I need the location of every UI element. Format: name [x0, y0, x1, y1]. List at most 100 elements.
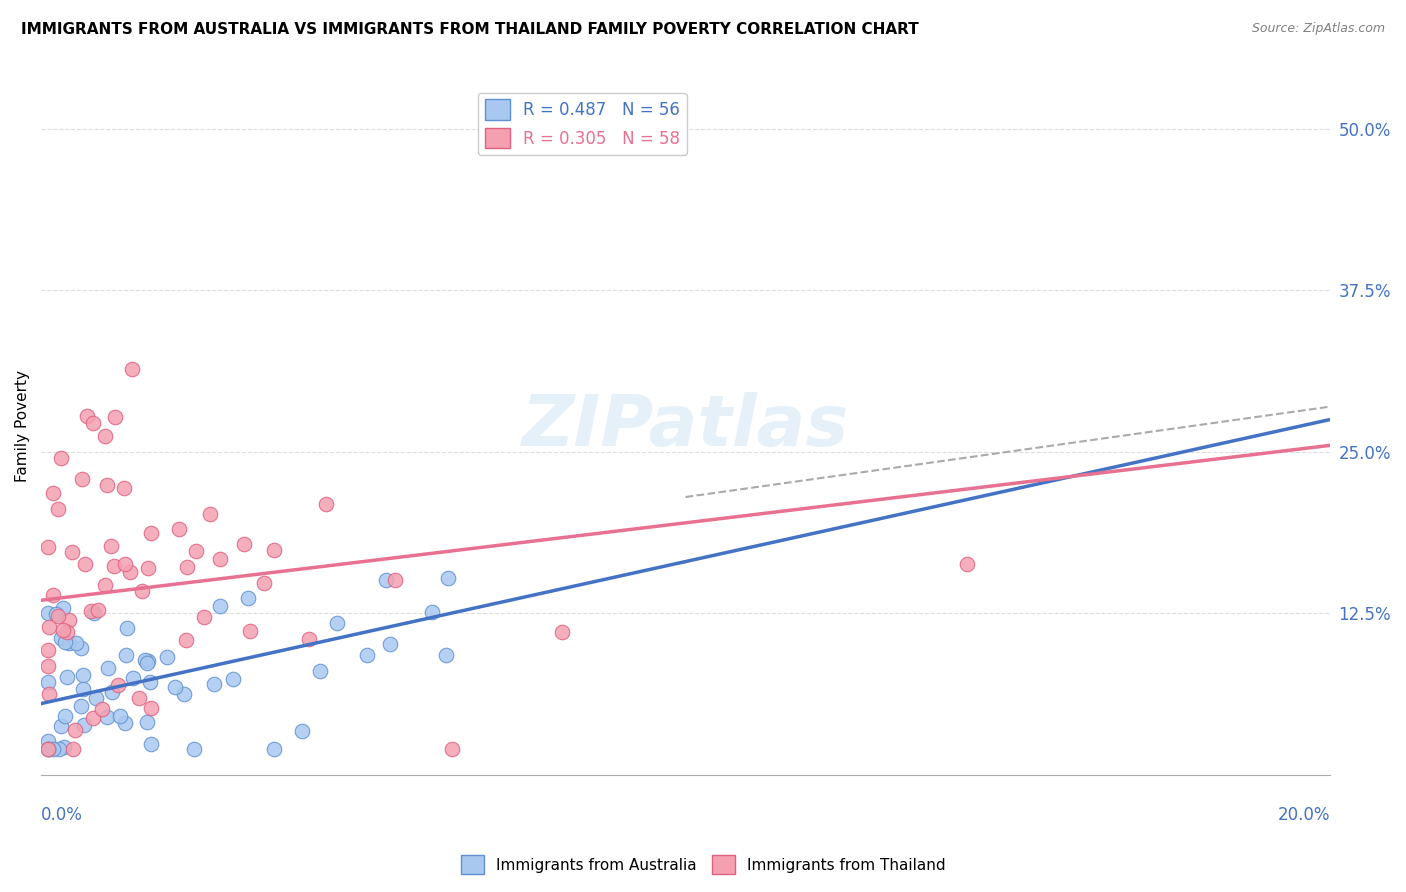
Point	[156, 649, 179, 664]
Point	[186, 544, 208, 558]
Point	[384, 573, 406, 587]
Point	[37, 658, 59, 673]
Point	[100, 685, 122, 699]
Y-axis label: Family Poverty: Family Poverty	[15, 370, 30, 482]
Point	[53, 709, 76, 723]
Point	[183, 741, 205, 756]
Point	[52, 623, 75, 637]
Point	[110, 709, 132, 723]
Point	[80, 604, 103, 618]
Point	[136, 714, 159, 729]
Point	[114, 715, 136, 730]
Point	[58, 613, 80, 627]
Point	[82, 711, 104, 725]
Point	[62, 741, 84, 756]
Point	[45, 607, 67, 622]
Point	[202, 677, 225, 691]
Point	[100, 540, 122, 554]
Point	[375, 573, 398, 587]
Point	[163, 680, 186, 694]
Legend: R = 0.487   N = 56, R = 0.305   N = 58: R = 0.487 N = 56, R = 0.305 N = 58	[478, 93, 686, 155]
Point	[53, 740, 76, 755]
Point	[42, 741, 65, 756]
Point	[104, 409, 127, 424]
Point	[356, 648, 378, 662]
Point	[38, 741, 60, 756]
Point	[198, 507, 221, 521]
Point	[52, 600, 75, 615]
Point	[48, 741, 70, 756]
Point	[308, 665, 330, 679]
Point	[56, 625, 79, 640]
Point	[135, 656, 157, 670]
Point	[94, 578, 117, 592]
Text: Source: ZipAtlas.com: Source: ZipAtlas.com	[1251, 22, 1385, 36]
Point	[58, 636, 80, 650]
Point	[97, 661, 120, 675]
Point	[41, 486, 63, 500]
Point	[121, 361, 143, 376]
Point	[173, 688, 195, 702]
Point	[84, 691, 107, 706]
Point	[37, 606, 59, 620]
Point	[73, 557, 96, 571]
Point	[56, 670, 79, 684]
Point	[118, 566, 141, 580]
Point	[63, 723, 86, 738]
Point	[315, 498, 337, 512]
Point	[131, 584, 153, 599]
Point	[114, 558, 136, 572]
Point	[169, 522, 191, 536]
Point	[436, 572, 458, 586]
Point	[65, 636, 87, 650]
Point	[46, 608, 69, 623]
Legend: Immigrants from Australia, Immigrants from Thailand: Immigrants from Australia, Immigrants fr…	[454, 849, 952, 880]
Point	[103, 558, 125, 573]
Point	[136, 560, 159, 574]
Point	[193, 610, 215, 624]
Text: 0.0%: 0.0%	[41, 806, 83, 824]
Point	[70, 472, 93, 486]
Point	[51, 450, 73, 465]
Point	[551, 625, 574, 640]
Point	[139, 701, 162, 715]
Point	[115, 648, 138, 662]
Point	[87, 603, 110, 617]
Point	[49, 631, 72, 645]
Point	[176, 560, 198, 574]
Point	[72, 668, 94, 682]
Point	[107, 678, 129, 692]
Point	[956, 557, 979, 571]
Point	[38, 687, 60, 701]
Point	[380, 637, 402, 651]
Point	[37, 741, 59, 756]
Text: IMMIGRANTS FROM AUSTRALIA VS IMMIGRANTS FROM THAILAND FAMILY POVERTY CORRELATION: IMMIGRANTS FROM AUSTRALIA VS IMMIGRANTS …	[21, 22, 920, 37]
Point	[112, 481, 135, 495]
Point	[117, 621, 139, 635]
Point	[60, 544, 83, 558]
Point	[208, 599, 231, 613]
Point	[252, 576, 274, 591]
Point	[298, 632, 321, 646]
Point	[238, 591, 260, 605]
Point	[434, 648, 457, 662]
Point	[73, 718, 96, 732]
Point	[93, 429, 115, 443]
Point	[82, 416, 104, 430]
Point	[70, 698, 93, 713]
Point	[139, 737, 162, 751]
Point	[53, 635, 76, 649]
Point	[38, 620, 60, 634]
Point	[263, 542, 285, 557]
Point	[46, 501, 69, 516]
Point	[37, 643, 59, 657]
Point	[239, 624, 262, 638]
Point	[122, 671, 145, 685]
Point	[37, 675, 59, 690]
Point	[139, 526, 162, 541]
Point	[37, 734, 59, 748]
Point	[291, 724, 314, 739]
Text: 20.0%: 20.0%	[1278, 806, 1330, 824]
Point	[49, 719, 72, 733]
Point	[174, 632, 197, 647]
